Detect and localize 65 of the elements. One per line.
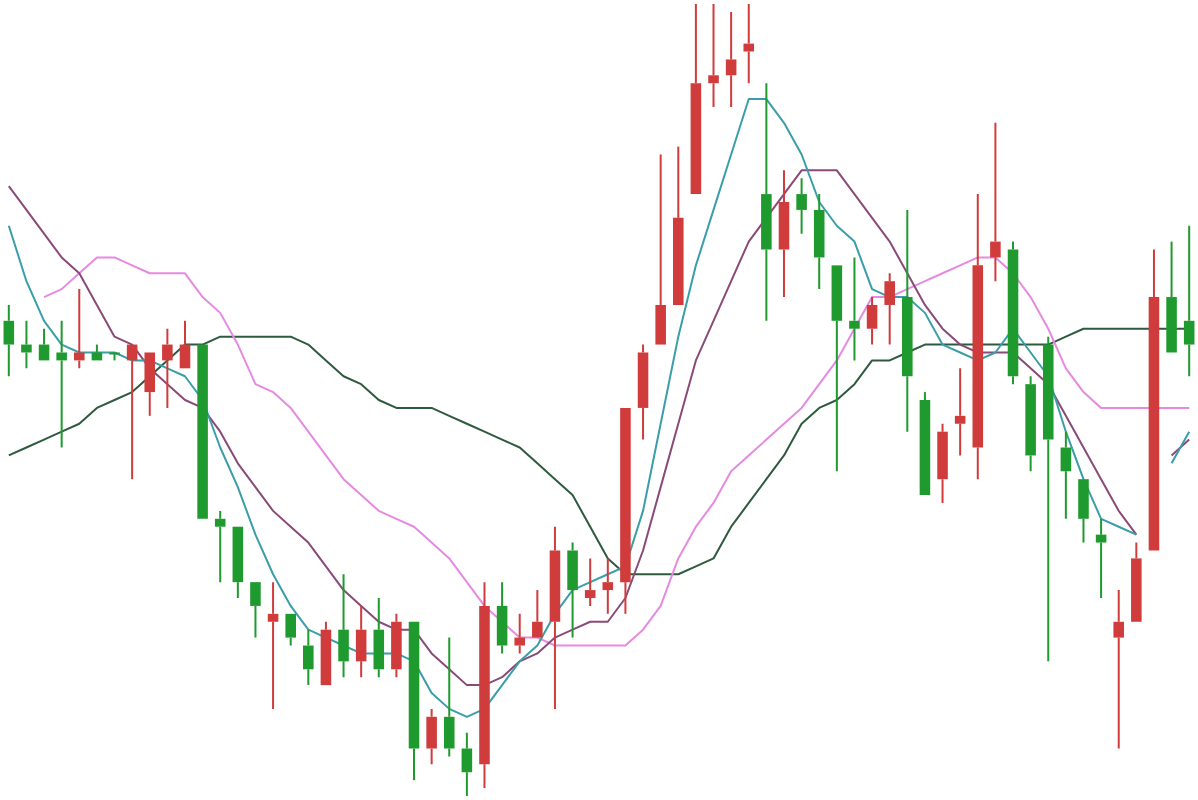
candlestick: [1166, 240, 1177, 353]
candlestick: [761, 82, 772, 322]
candlestick: [73, 288, 85, 370]
candlestick: [831, 265, 843, 473]
candlestick: [655, 153, 666, 345]
candlestick: [391, 612, 402, 679]
candlestick: [338, 573, 349, 679]
candlestick: [1078, 479, 1089, 544]
candlestick: [1095, 517, 1107, 599]
candlestick: [690, 3, 702, 195]
candlestick: [461, 731, 473, 797]
candlestick: [532, 589, 543, 638]
candlestick: [179, 319, 191, 369]
candlestick: [1025, 375, 1036, 473]
candlestick: [1007, 240, 1019, 386]
candlestick: [549, 525, 561, 710]
candlestick: [320, 620, 332, 686]
candlestick: [38, 327, 50, 361]
candlestick: [373, 597, 385, 679]
candlestick: [355, 604, 367, 679]
candlestick: [443, 636, 455, 758]
candlestick: [303, 628, 314, 687]
candlestick: [972, 193, 984, 481]
candlestick: [567, 541, 578, 639]
candlestick: [3, 303, 15, 378]
candlestick: [1060, 430, 1072, 520]
candlestick: [919, 391, 931, 496]
candlestick: [426, 707, 437, 766]
candlestick: [267, 581, 279, 710]
candlestick: [937, 422, 948, 504]
candlestick: [602, 557, 614, 615]
candlestick: [250, 582, 261, 639]
candlestick: [144, 352, 156, 417]
candlestick: [866, 296, 878, 346]
candlestick: [813, 193, 825, 291]
candlestick: [126, 344, 138, 481]
candlestick: [162, 327, 173, 409]
candlestick: [743, 3, 755, 85]
candlestick: [954, 367, 966, 457]
candlestick: [725, 10, 737, 108]
candlestick: [214, 509, 226, 584]
candlestick: [672, 145, 684, 305]
candlestick: [902, 208, 913, 433]
candlestick: [637, 343, 649, 441]
candlestick: [1131, 541, 1142, 622]
candlestick: [1042, 335, 1054, 663]
candlestick: [708, 3, 719, 108]
candlestick: [1113, 589, 1125, 750]
candlestick: [584, 557, 596, 607]
candlestick: [778, 169, 790, 299]
candlestick: [884, 272, 895, 346]
candlestick: [408, 621, 420, 782]
candlestick: [21, 319, 32, 370]
candlestick: [849, 256, 860, 362]
candlestick: [620, 407, 631, 615]
candlestick: [1183, 224, 1195, 378]
candlestick: [56, 319, 67, 449]
candlestick: [496, 581, 508, 655]
candlestick: [1148, 248, 1160, 551]
candlestick: [796, 177, 807, 235]
candlestick: [232, 526, 244, 599]
candlestick: [479, 581, 490, 790]
candlestick: [990, 121, 1001, 283]
candlestick: [285, 613, 296, 647]
candlestick: [514, 612, 526, 655]
